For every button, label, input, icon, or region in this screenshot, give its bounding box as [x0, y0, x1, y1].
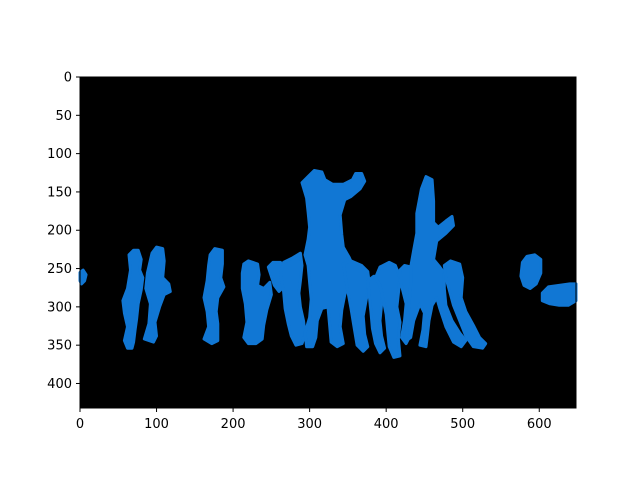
x-axis: 0 100 200 300 400 500 600	[76, 408, 552, 432]
mask-region-dancer-14	[519, 253, 543, 290]
mask-region-edge-right	[540, 282, 578, 307]
mask-region-edge-left	[78, 268, 88, 286]
x-tick-label: 300	[297, 417, 322, 432]
y-tick-label: 250	[47, 262, 72, 277]
x-tick-label: 0	[76, 417, 84, 432]
y-tick-label: 200	[47, 224, 72, 239]
x-tick-label: 500	[450, 417, 475, 432]
y-tick-label: 150	[47, 185, 72, 200]
mask-region-dancer-13	[442, 259, 488, 350]
mask-region-dancer-4	[240, 259, 273, 346]
mask-layer	[78, 169, 578, 359]
y-tick-label: 400	[47, 377, 72, 392]
y-tick-label: 0	[64, 71, 72, 86]
mask-region-dancer-7	[300, 169, 367, 349]
x-tick-label: 100	[144, 417, 169, 432]
y-tick-label: 100	[47, 147, 72, 162]
mask-region-dancer-3	[202, 247, 226, 346]
x-tick-label: 400	[374, 417, 399, 432]
y-tick-label: 350	[47, 339, 72, 354]
y-axis: 0 50 100 150 200 250 300 350 400	[47, 71, 80, 392]
x-tick-label: 600	[527, 417, 552, 432]
mask-region-dancer-2	[142, 245, 172, 344]
y-tick-label: 300	[47, 300, 72, 315]
mask-region-dancer-8	[341, 259, 371, 353]
y-tick-label: 50	[55, 109, 72, 124]
x-tick-label: 200	[221, 417, 246, 432]
mask-region-dancer-1	[121, 248, 145, 350]
plot-area	[78, 76, 578, 409]
mask-region-dancer-10	[374, 260, 402, 359]
plot-frame	[79, 76, 577, 409]
mask-region-dancer-12	[404, 175, 468, 349]
